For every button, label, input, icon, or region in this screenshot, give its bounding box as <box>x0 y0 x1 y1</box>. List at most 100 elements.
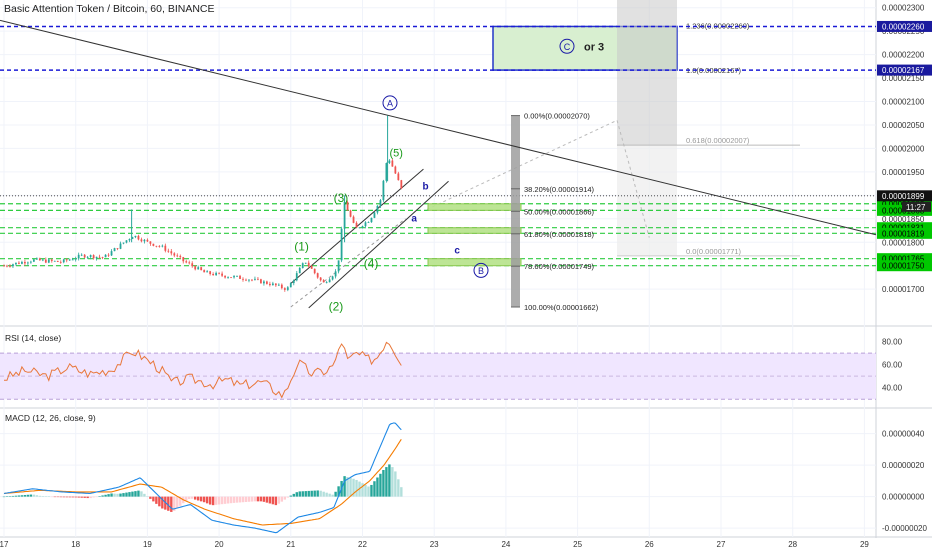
histogram-bar <box>400 487 403 497</box>
candle-body <box>331 276 334 280</box>
histogram-bar <box>164 496 167 510</box>
candle-body <box>245 279 247 281</box>
support-zone <box>427 203 522 211</box>
candle-body <box>400 180 403 189</box>
candle-body <box>322 280 325 283</box>
fib-label: 100.00%(0.00001662) <box>524 303 599 312</box>
x-tick-label: 25 <box>573 540 582 549</box>
signal-line <box>3 438 402 526</box>
rsi-title: RSI (14, close) <box>5 333 61 343</box>
candle-body <box>18 262 20 264</box>
x-tick-label: 22 <box>358 540 367 549</box>
histogram-bar <box>346 477 349 497</box>
candles <box>3 158 403 292</box>
histogram-bar <box>301 491 304 497</box>
x-tick-label: 21 <box>286 540 295 549</box>
candle-body <box>158 245 161 247</box>
histogram-bar <box>283 496 287 500</box>
candle-body <box>71 259 74 261</box>
candle-body <box>346 202 349 211</box>
histogram-bar <box>23 495 27 497</box>
candle-body <box>24 261 26 264</box>
histogram-bar <box>74 496 77 498</box>
histogram-bar <box>322 491 325 497</box>
candle-body <box>86 256 89 258</box>
histogram-bar <box>101 495 104 497</box>
histogram-bar <box>316 490 319 497</box>
histogram-bar <box>382 470 385 497</box>
histogram-bar <box>158 496 161 507</box>
candle-body <box>167 250 170 252</box>
histogram-bar <box>56 496 59 498</box>
histogram-bar <box>176 496 179 509</box>
candle-body <box>271 283 274 286</box>
rsi-line <box>3 341 402 399</box>
candle-body <box>212 274 215 276</box>
x-tick-label: 27 <box>717 540 726 549</box>
candle-body <box>230 277 232 279</box>
candle-body <box>361 226 364 228</box>
price-axis-tag-text: 0.00001750 <box>882 262 925 271</box>
candle-body <box>268 283 271 286</box>
candle-body <box>340 228 343 261</box>
histogram-bar <box>26 494 30 497</box>
histogram-bar <box>391 467 394 497</box>
histogram-bar <box>247 496 251 502</box>
y-tick-label: 0.00001700 <box>882 285 925 294</box>
candle-body <box>388 160 391 164</box>
histogram-bar <box>161 496 164 509</box>
histogram-bar <box>86 496 89 499</box>
histogram-bar <box>38 495 42 497</box>
candle-body <box>295 273 298 281</box>
candle-body <box>292 280 295 284</box>
histogram-bar <box>41 496 45 497</box>
candle-body <box>313 268 316 274</box>
candle-body <box>373 212 376 218</box>
candle-body <box>68 259 71 261</box>
candle-body <box>286 287 289 290</box>
fib-label: 50.00%(0.00001866) <box>524 207 595 216</box>
candle-body <box>367 222 370 223</box>
candle-body <box>358 227 361 229</box>
candle-body <box>65 259 68 261</box>
histogram-bar <box>271 496 275 505</box>
candle-body <box>50 259 53 261</box>
candle-body <box>143 239 146 242</box>
histogram-bar <box>256 496 260 502</box>
candle-body <box>137 235 140 240</box>
candle-body <box>233 276 235 278</box>
x-tick-label: 19 <box>143 540 152 549</box>
candle-body <box>316 273 319 278</box>
current-price-tag <box>877 190 932 202</box>
histogram-bar <box>179 496 182 506</box>
histogram-bar <box>313 490 316 497</box>
channel-mid <box>290 218 406 308</box>
x-tick-label: 29 <box>860 540 869 549</box>
histogram-bar <box>170 496 173 512</box>
histogram-bar <box>188 496 191 500</box>
channel-lower <box>308 180 449 309</box>
candle-body <box>12 264 14 267</box>
candle-body <box>283 288 286 290</box>
histogram-bar <box>131 491 134 497</box>
candle-body <box>140 239 143 242</box>
price-axis-tag-text: 0.00002260 <box>882 22 925 31</box>
extension-label: 1.0(0.00002167) <box>686 66 742 75</box>
candle-body <box>260 279 262 284</box>
price-axis-tag <box>877 222 932 234</box>
histogram-bar <box>95 496 98 498</box>
candle-body <box>161 245 164 247</box>
y-tick-label: 0.00001800 <box>882 238 925 247</box>
histogram-bar <box>20 495 24 497</box>
candle-body <box>131 237 134 240</box>
countdown-tag <box>902 201 931 212</box>
candle-body <box>215 272 218 276</box>
rsi-tick-label: 60.00 <box>882 361 903 370</box>
candle-body <box>101 257 104 258</box>
fib-label: 78.60%(0.00001749) <box>524 262 595 271</box>
histogram-bar <box>289 495 292 497</box>
histogram-bar <box>250 496 254 502</box>
candle-body <box>242 278 244 280</box>
histogram-bar <box>364 484 367 497</box>
